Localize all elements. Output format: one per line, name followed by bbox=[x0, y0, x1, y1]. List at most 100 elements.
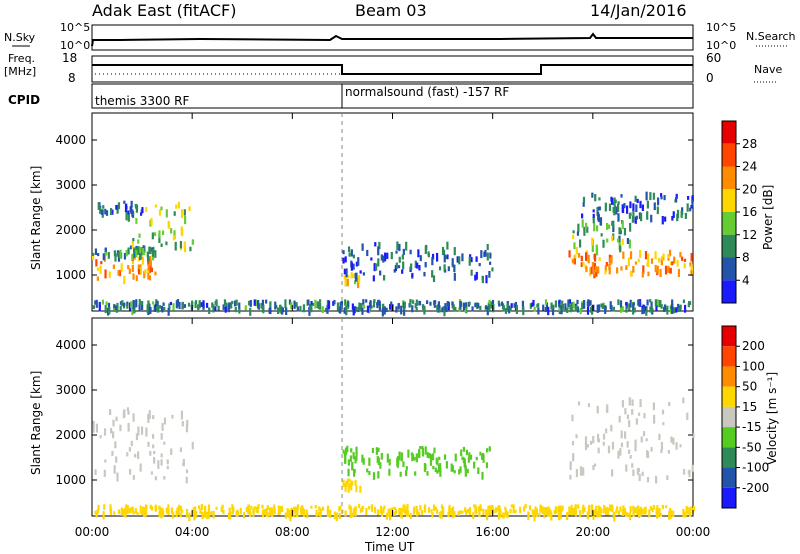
data-cell bbox=[319, 508, 323, 514]
data-cell bbox=[634, 443, 637, 452]
data-cell bbox=[405, 241, 408, 251]
data-cell bbox=[544, 299, 548, 305]
data-cell bbox=[599, 508, 602, 513]
data-cell bbox=[157, 460, 160, 469]
data-cell bbox=[547, 306, 550, 316]
data-cell bbox=[459, 510, 462, 515]
data-cell bbox=[273, 508, 276, 515]
data-cell bbox=[690, 506, 693, 511]
data-cell bbox=[130, 301, 133, 309]
data-cell bbox=[147, 413, 150, 423]
data-cell bbox=[123, 275, 126, 285]
data-cell bbox=[344, 454, 347, 463]
data-cell bbox=[423, 271, 426, 277]
data-cell bbox=[418, 448, 421, 458]
n-sky-label: N.Sky bbox=[4, 31, 36, 44]
data-cell bbox=[141, 256, 144, 265]
data-cell bbox=[133, 247, 136, 255]
data-cell bbox=[642, 304, 645, 309]
data-cell bbox=[613, 197, 616, 206]
data-cell bbox=[637, 412, 641, 416]
data-cell bbox=[438, 456, 441, 461]
data-cell bbox=[180, 410, 184, 420]
colorbar-tick-label: -200 bbox=[742, 481, 769, 495]
data-cell bbox=[318, 299, 322, 303]
data-cell bbox=[382, 255, 385, 263]
data-cell bbox=[200, 504, 204, 511]
data-cell bbox=[468, 301, 471, 306]
data-cell bbox=[617, 203, 620, 213]
data-cell bbox=[510, 504, 513, 508]
data-cell bbox=[672, 437, 675, 445]
freq-label-line2: [MHz] bbox=[4, 65, 36, 78]
data-cell bbox=[655, 511, 659, 519]
data-cell bbox=[168, 303, 171, 310]
data-cell bbox=[368, 307, 371, 314]
data-cell bbox=[374, 263, 378, 271]
data-cell bbox=[612, 220, 615, 228]
data-cell bbox=[559, 509, 562, 515]
data-cell bbox=[344, 447, 348, 456]
data-cell bbox=[249, 307, 252, 316]
data-cell bbox=[318, 506, 321, 511]
data-cell bbox=[372, 275, 375, 282]
data-cell bbox=[632, 469, 635, 477]
data-cell bbox=[361, 243, 364, 251]
nave-right-tick-high: 60 bbox=[706, 51, 721, 65]
data-cell bbox=[618, 415, 621, 423]
data-cell bbox=[641, 204, 645, 212]
data-cell bbox=[671, 307, 674, 315]
data-cell bbox=[568, 299, 572, 305]
data-cell bbox=[424, 245, 427, 255]
data-cell bbox=[411, 453, 415, 460]
data-cell bbox=[436, 252, 439, 262]
data-cell bbox=[581, 303, 584, 310]
data-cell bbox=[542, 304, 545, 311]
data-cell bbox=[212, 304, 215, 313]
data-cell bbox=[659, 268, 662, 278]
data-cell bbox=[346, 278, 349, 287]
data-cell bbox=[463, 458, 466, 467]
data-cell bbox=[595, 225, 599, 232]
data-cell bbox=[543, 507, 546, 513]
data-cell bbox=[116, 302, 119, 311]
data-cell bbox=[689, 512, 692, 517]
data-cell bbox=[591, 237, 594, 246]
data-cell bbox=[109, 428, 113, 434]
colorbar-frame bbox=[721, 325, 737, 509]
data-cell bbox=[566, 512, 569, 521]
data-cell bbox=[593, 254, 596, 260]
data-cell bbox=[361, 307, 364, 315]
data-cell bbox=[185, 423, 189, 433]
data-cell bbox=[545, 302, 549, 310]
data-cell bbox=[260, 303, 263, 309]
data-cell bbox=[462, 302, 466, 311]
data-cell bbox=[671, 261, 674, 266]
data-cell bbox=[263, 508, 266, 516]
data-cell bbox=[350, 272, 353, 279]
data-cell bbox=[183, 247, 187, 253]
data-cell bbox=[572, 453, 575, 462]
data-cell bbox=[140, 426, 144, 435]
data-cell bbox=[148, 266, 151, 274]
data-cell bbox=[139, 246, 142, 253]
data-cell bbox=[148, 246, 151, 254]
data-cell bbox=[326, 509, 329, 517]
data-cell bbox=[668, 510, 671, 520]
beam-title: Beam 03 bbox=[355, 1, 427, 20]
data-cell bbox=[624, 511, 628, 517]
data-cell bbox=[94, 248, 98, 255]
data-cell bbox=[566, 307, 569, 314]
data-cell bbox=[654, 264, 657, 273]
data-cell bbox=[581, 507, 585, 514]
data-cell bbox=[641, 306, 644, 315]
data-cell bbox=[324, 307, 328, 313]
data-cell bbox=[101, 299, 105, 305]
data-cell bbox=[577, 401, 581, 406]
data-cell bbox=[398, 507, 401, 516]
data-cell bbox=[595, 505, 598, 515]
data-cell bbox=[593, 267, 596, 276]
data-cell bbox=[553, 509, 556, 515]
data-cell bbox=[470, 257, 473, 263]
data-cell bbox=[453, 272, 456, 281]
